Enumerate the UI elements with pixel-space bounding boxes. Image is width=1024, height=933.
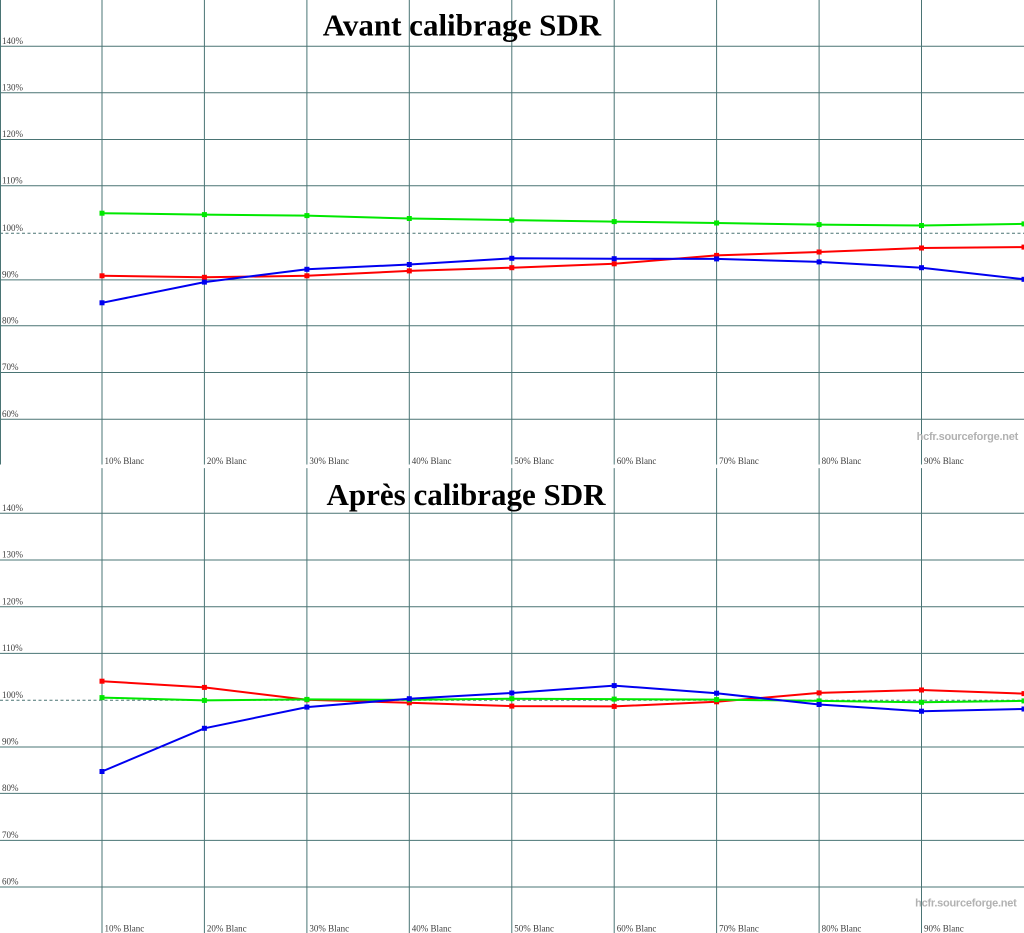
svg-text:60% Blanc: 60% Blanc (617, 924, 657, 933)
svg-text:Avant calibrage SDR: Avant calibrage SDR (323, 8, 602, 43)
svg-text:50% Blanc: 50% Blanc (514, 924, 554, 933)
svg-text:80%: 80% (2, 316, 19, 326)
svg-text:10% Blanc: 10% Blanc (105, 924, 145, 933)
svg-text:hcfr.sourceforge.net: hcfr.sourceforge.net (915, 898, 1017, 910)
svg-text:80% Blanc: 80% Blanc (822, 456, 862, 466)
svg-text:80% Blanc: 80% Blanc (822, 924, 862, 933)
svg-text:30% Blanc: 30% Blanc (309, 456, 349, 466)
svg-text:hcfr.sourceforge.net: hcfr.sourceforge.net (917, 431, 1019, 443)
svg-text:70% Blanc: 70% Blanc (719, 924, 759, 933)
svg-text:140%: 140% (2, 503, 24, 513)
svg-text:70% Blanc: 70% Blanc (719, 456, 759, 466)
svg-text:70%: 70% (2, 362, 19, 372)
svg-text:20% Blanc: 20% Blanc (207, 456, 247, 466)
svg-text:40% Blanc: 40% Blanc (412, 456, 452, 466)
svg-text:110%: 110% (2, 643, 23, 653)
svg-text:20% Blanc: 20% Blanc (207, 924, 247, 933)
svg-text:Après calibrage SDR: Après calibrage SDR (327, 477, 607, 512)
svg-text:90%: 90% (2, 737, 19, 747)
svg-text:120%: 120% (2, 596, 24, 606)
svg-text:130%: 130% (2, 82, 24, 92)
svg-text:50% Blanc: 50% Blanc (514, 456, 554, 466)
svg-text:30% Blanc: 30% Blanc (309, 924, 349, 933)
svg-text:100%: 100% (2, 223, 24, 233)
svg-text:100%: 100% (2, 690, 24, 700)
svg-text:90%: 90% (2, 270, 19, 280)
svg-text:90% Blanc: 90% Blanc (924, 456, 964, 466)
svg-text:60%: 60% (2, 409, 19, 419)
svg-text:110%: 110% (2, 176, 23, 186)
svg-text:70%: 70% (2, 830, 19, 840)
svg-text:10% Blanc: 10% Blanc (105, 456, 145, 466)
svg-text:90% Blanc: 90% Blanc (924, 924, 964, 933)
svg-text:120%: 120% (2, 129, 24, 139)
svg-text:60% Blanc: 60% Blanc (617, 456, 657, 466)
svg-text:130%: 130% (2, 550, 24, 560)
svg-text:60%: 60% (2, 877, 19, 887)
svg-text:140%: 140% (2, 36, 24, 46)
svg-text:80%: 80% (2, 783, 19, 793)
svg-text:40% Blanc: 40% Blanc (412, 924, 452, 933)
